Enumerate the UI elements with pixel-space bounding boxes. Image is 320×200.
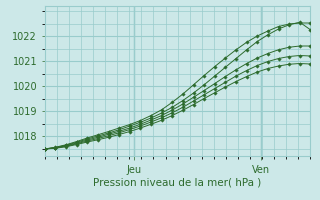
X-axis label: Pression niveau de la mer( hPa ): Pression niveau de la mer( hPa ) (93, 178, 262, 188)
